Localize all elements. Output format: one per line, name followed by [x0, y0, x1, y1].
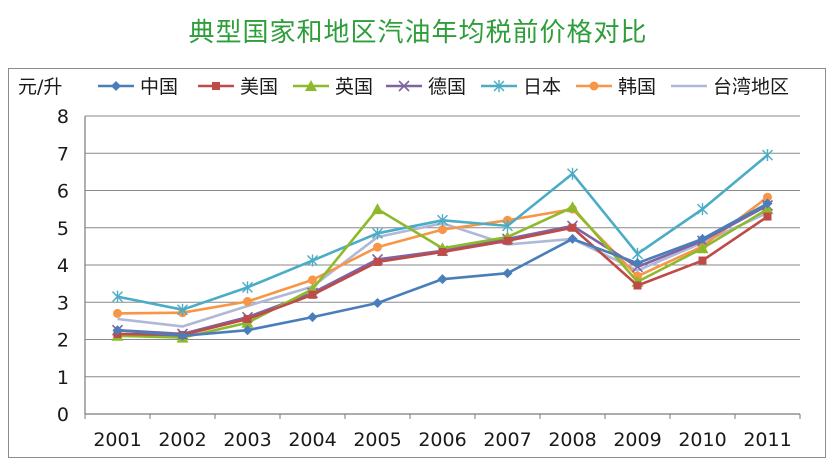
y-tick-label: 0 — [57, 404, 69, 426]
data-point-2-7 — [566, 201, 579, 213]
data-point-4-7 — [567, 167, 578, 180]
data-point-1-3 — [308, 290, 317, 299]
data-point-4-4 — [372, 227, 383, 240]
data-point-5-4 — [373, 242, 382, 252]
data-point-4-10 — [762, 149, 773, 162]
x-tick-label-2001: 2001 — [93, 429, 141, 451]
data-point-0-5 — [437, 274, 448, 285]
legend-marker-2 — [305, 80, 317, 91]
y-tick-label: 7 — [57, 143, 69, 165]
legend-label-6: 台湾地区 — [713, 76, 789, 98]
data-point-1-2 — [243, 315, 252, 324]
x-tick-label-2004: 2004 — [288, 429, 336, 451]
legend-label-1: 美国 — [240, 76, 278, 98]
data-point-4-0 — [112, 290, 123, 303]
y-axis-label: 元/升 — [18, 76, 62, 98]
data-point-0-3 — [307, 312, 318, 323]
legend-label-2: 英国 — [335, 76, 373, 98]
x-tick-label-2010: 2010 — [678, 429, 726, 451]
legend-marker-4 — [493, 80, 505, 92]
data-point-4-2 — [242, 281, 253, 294]
legend-label-0: 中国 — [140, 76, 178, 98]
data-point-5-0 — [113, 308, 122, 318]
data-point-0-1 — [177, 330, 188, 341]
chart-title: 典型国家和地区汽油年均税前价格对比 — [188, 18, 648, 48]
data-point-1-4 — [373, 258, 382, 267]
x-tick-label-2007: 2007 — [483, 429, 531, 451]
data-point-1-6 — [503, 236, 512, 245]
y-tick-label: 2 — [57, 330, 69, 352]
data-point-4-9 — [697, 203, 708, 216]
data-point-4-5 — [437, 214, 448, 227]
x-tick-label-2006: 2006 — [418, 429, 466, 451]
data-point-2-4 — [371, 203, 384, 215]
x-tick-label-2003: 2003 — [223, 429, 271, 451]
legend-marker-0 — [111, 81, 121, 91]
data-point-5-10 — [763, 192, 772, 202]
y-tick-label: 6 — [57, 181, 69, 203]
data-point-0-4 — [372, 297, 383, 308]
data-point-5-3 — [308, 275, 317, 285]
data-point-4-3 — [307, 254, 318, 267]
x-tick-label-2011: 2011 — [743, 429, 791, 451]
data-point-1-9 — [698, 256, 707, 265]
chart-frame — [8, 68, 826, 458]
data-point-0-0 — [112, 325, 123, 336]
data-point-0-6 — [502, 268, 513, 279]
legend-marker-3 — [398, 80, 410, 92]
legend-marker-1 — [212, 82, 220, 90]
data-point-0-10 — [762, 198, 773, 209]
data-point-1-8 — [633, 281, 642, 290]
x-tick-label-2008: 2008 — [548, 429, 596, 451]
legend-label-3: 德国 — [428, 76, 466, 98]
data-point-0-2 — [242, 325, 253, 336]
data-point-4-8 — [632, 247, 643, 260]
data-point-4-1 — [177, 303, 188, 316]
y-tick-label: 3 — [57, 292, 69, 314]
legend-marker-5 — [589, 81, 599, 91]
data-point-0-9 — [697, 233, 708, 244]
y-tick-label: 5 — [57, 218, 69, 240]
legend-label-5: 韩国 — [618, 76, 656, 98]
data-point-1-7 — [568, 223, 577, 232]
legend-label-4: 日本 — [523, 76, 561, 98]
data-point-5-2 — [243, 297, 252, 307]
x-tick-label-2002: 2002 — [158, 429, 206, 451]
x-tick-label-2005: 2005 — [353, 429, 401, 451]
data-point-1-10 — [763, 212, 772, 221]
data-point-5-5 — [438, 225, 447, 235]
data-point-2-9 — [696, 242, 709, 254]
y-tick-label: 4 — [57, 255, 69, 277]
y-tick-label: 1 — [57, 367, 69, 389]
x-tick-label-2009: 2009 — [613, 429, 661, 451]
data-point-2-10 — [761, 203, 774, 215]
data-point-0-7 — [567, 233, 578, 244]
data-point-1-5 — [438, 247, 447, 256]
y-tick-label: 8 — [57, 106, 69, 128]
data-point-0-8 — [632, 258, 643, 269]
data-point-4-6 — [502, 219, 513, 232]
